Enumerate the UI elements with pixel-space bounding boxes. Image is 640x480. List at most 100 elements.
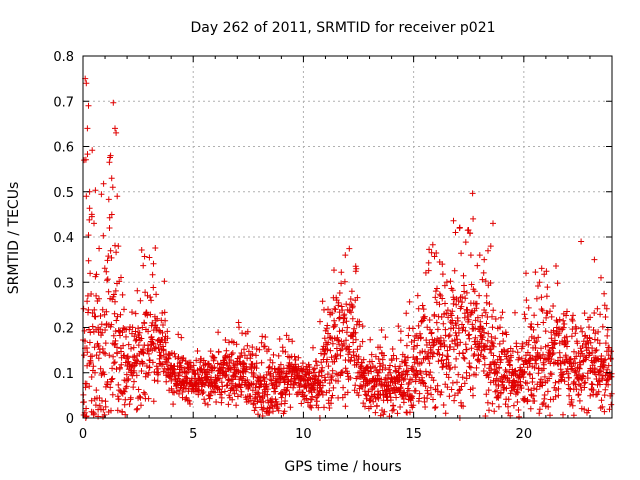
data-point: [390, 406, 397, 413]
data-point: [414, 342, 421, 349]
data-point: [468, 281, 475, 288]
data-point: [488, 333, 495, 340]
data-point: [161, 278, 168, 285]
data-point: [105, 253, 112, 260]
data-point: [380, 411, 387, 418]
data-point: [463, 289, 470, 296]
data-point: [589, 349, 596, 356]
data-point: [119, 329, 126, 336]
data-point: [462, 295, 469, 302]
data-point: [453, 301, 460, 308]
data-point: [470, 392, 476, 399]
data-point: [117, 364, 123, 371]
data-point: [223, 371, 230, 378]
y-tick-label: 0.2: [53, 322, 74, 337]
data-point: [114, 350, 121, 357]
data-point: [489, 340, 496, 347]
data-point: [150, 398, 157, 405]
data-point: [483, 292, 490, 299]
data-point: [446, 332, 453, 339]
data-point: [272, 396, 279, 403]
data-point: [250, 401, 257, 408]
data-point: [434, 285, 440, 292]
data-point: [526, 352, 533, 359]
data-point: [118, 348, 125, 355]
data-point: [540, 351, 546, 358]
data-point: [529, 375, 536, 382]
data-point: [403, 342, 410, 349]
data-point: [137, 297, 144, 304]
data-point: [141, 253, 148, 260]
data-point: [523, 270, 529, 277]
data-point: [111, 310, 118, 317]
data-point: [156, 327, 163, 334]
data-point: [591, 256, 598, 263]
data-point: [115, 381, 122, 388]
data-point: [460, 272, 467, 279]
data-point: [108, 407, 114, 414]
data-point: [535, 334, 542, 341]
data-point: [362, 403, 368, 410]
data-point: [387, 397, 394, 404]
data-point: [103, 268, 110, 275]
data-point: [538, 294, 545, 301]
data-point: [497, 359, 504, 366]
data-point: [487, 280, 494, 286]
data-point: [319, 364, 326, 371]
data-point: [482, 278, 489, 285]
data-point: [225, 401, 232, 408]
data-point: [551, 341, 558, 348]
data-point: [282, 348, 289, 355]
data-point: [512, 309, 518, 316]
data-point: [591, 336, 598, 343]
data-point: [297, 381, 304, 388]
data-point: [596, 371, 603, 378]
data-point: [577, 325, 584, 332]
data-point: [100, 232, 107, 239]
data-point: [111, 359, 118, 366]
data-point: [581, 384, 588, 391]
data-point: [530, 392, 537, 399]
data-point: [450, 217, 457, 224]
data-point: [390, 402, 397, 409]
data-point: [249, 387, 256, 394]
data-point: [449, 287, 456, 294]
data-point: [404, 371, 411, 378]
data-point: [102, 327, 109, 333]
data-point: [176, 372, 182, 379]
data-point: [375, 369, 382, 376]
data-point: [423, 371, 430, 378]
data-point: [251, 400, 257, 407]
data-point: [118, 274, 124, 281]
data-point: [595, 328, 602, 335]
data-point: [481, 355, 488, 362]
data-point: [291, 353, 298, 360]
data-point: [587, 392, 594, 399]
data-point: [456, 225, 463, 232]
data-point: [463, 375, 470, 382]
data-point: [419, 302, 426, 309]
data-point: [560, 371, 567, 378]
data-point: [487, 345, 494, 352]
y-axis-label: SRMTID / TECUs: [6, 182, 22, 295]
data-point: [598, 274, 604, 281]
data-point: [259, 333, 266, 340]
data-point: [319, 382, 326, 389]
data-point: [466, 372, 473, 379]
data-point: [603, 305, 610, 312]
data-point: [99, 345, 106, 352]
data-point: [459, 294, 466, 300]
data-point: [510, 402, 517, 409]
data-point: [145, 350, 152, 357]
data-point: [544, 284, 551, 291]
data-point: [106, 159, 113, 166]
data-point: [319, 298, 326, 305]
data-point: [124, 354, 131, 361]
data-point: [564, 343, 570, 350]
data-point: [150, 284, 157, 291]
data-point: [362, 391, 369, 398]
data-point: [135, 325, 142, 332]
data-point: [107, 247, 114, 254]
data-point: [104, 276, 111, 283]
data-point: [365, 388, 372, 395]
